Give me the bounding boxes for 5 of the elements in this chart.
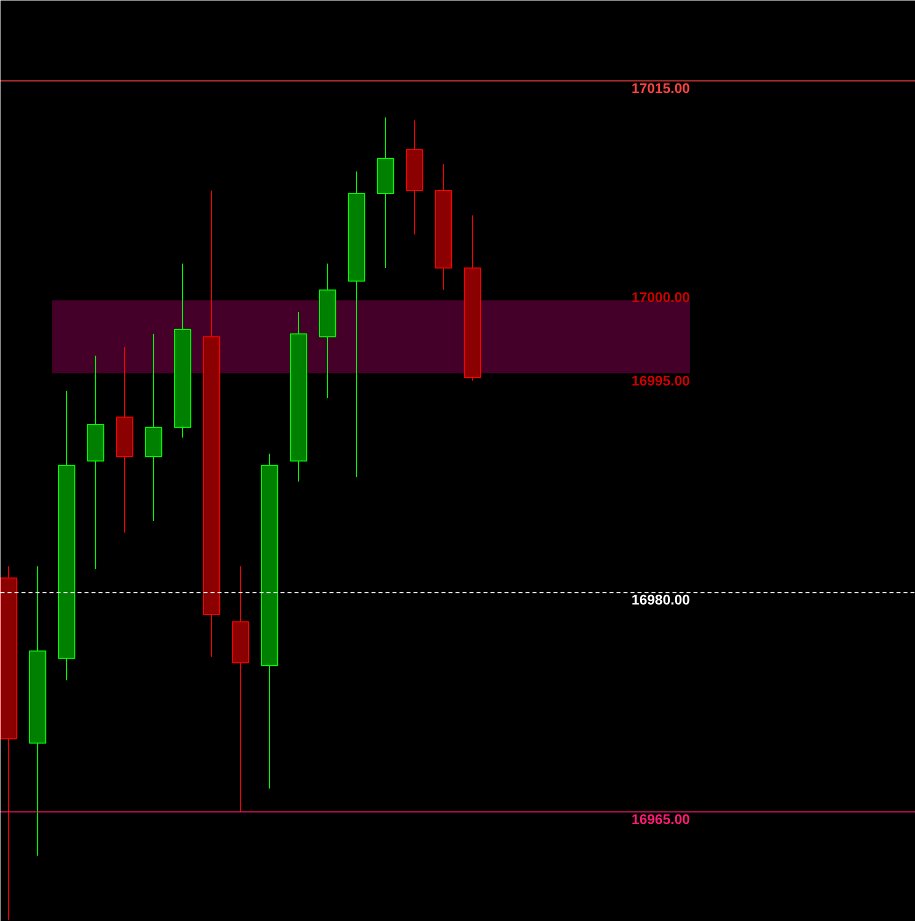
annotation: 17000.00 [632,289,690,306]
ref-line-label: 16980.00 [632,592,690,608]
annotation: 16995.00 [632,372,690,388]
ref-line-label: 17015.00 [632,80,690,96]
ref-line-label: 16965.00 [632,810,690,827]
